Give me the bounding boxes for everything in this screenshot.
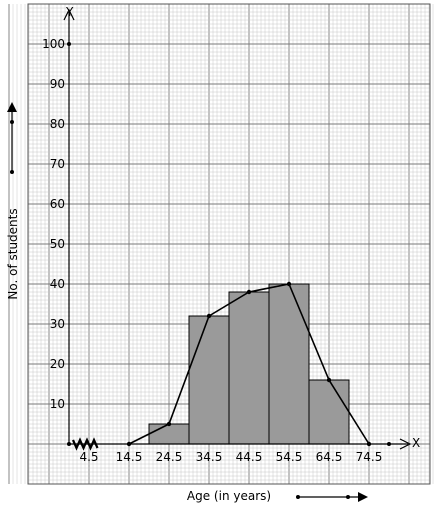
- polygon-point: [246, 289, 252, 295]
- axis-break-zigzag: [71, 437, 99, 451]
- y-axis-title: No. of students: [6, 208, 20, 299]
- polygon-point: [166, 421, 172, 427]
- histogram-bar: [268, 283, 310, 445]
- x-axis-title: Age (in years): [187, 489, 271, 503]
- polygon-point: [326, 377, 332, 383]
- x-tick-label: 54.5: [276, 450, 303, 464]
- y-tick-label: 30: [50, 317, 65, 331]
- y-tick-label: 80: [50, 117, 65, 131]
- axes: [63, 8, 412, 451]
- y-tick-label: 10: [50, 397, 65, 411]
- x-tick-label: 24.5: [156, 450, 183, 464]
- histogram-bar: [188, 315, 230, 445]
- y-tick-label: 90: [50, 77, 65, 91]
- y-tick-label: 20: [50, 357, 65, 371]
- polygon-point: [366, 441, 372, 447]
- y-tick-label: 100: [42, 37, 65, 51]
- histogram-bars: [148, 283, 350, 445]
- y-tick-label: 70: [50, 157, 65, 171]
- x-direction-arrow: [296, 492, 368, 502]
- y-direction-arrow: [7, 102, 17, 174]
- x-end-point: [387, 442, 391, 446]
- y-max-point: [67, 42, 71, 46]
- y-tick-label: 40: [50, 277, 65, 291]
- frequency-polygon: [126, 281, 372, 447]
- y-tick-label: 50: [50, 237, 65, 251]
- x-tick-label: 34.5: [196, 450, 223, 464]
- polygon-point: [286, 281, 292, 287]
- x-axis-letter: X: [412, 436, 420, 450]
- polygon-point: [206, 313, 212, 319]
- polygon-point: [126, 441, 132, 447]
- x-tick-label: 44.5: [236, 450, 263, 464]
- graph-paper-border: [27, 3, 431, 485]
- y-tick-label: 60: [50, 197, 65, 211]
- x-tick-label: 14.5: [116, 450, 143, 464]
- histogram-bar: [228, 291, 270, 445]
- x-tick-label: 4.5: [79, 450, 98, 464]
- y-axis-letter: Y: [65, 5, 74, 19]
- histogram-bar: [308, 379, 350, 445]
- tick-labels: 10 20 30 40 50 60 70 80 90 100 4.5 14.5 24.5 34.5 44.5…: [42, 37, 382, 464]
- y-axis-arrowhead: [63, 8, 75, 21]
- x-tick-label: 74.5: [356, 450, 383, 464]
- origin-point: [67, 442, 71, 446]
- histogram-bar: [148, 423, 190, 445]
- x-axis-arrowhead: [399, 438, 412, 450]
- x-tick-label: 64.5: [316, 450, 343, 464]
